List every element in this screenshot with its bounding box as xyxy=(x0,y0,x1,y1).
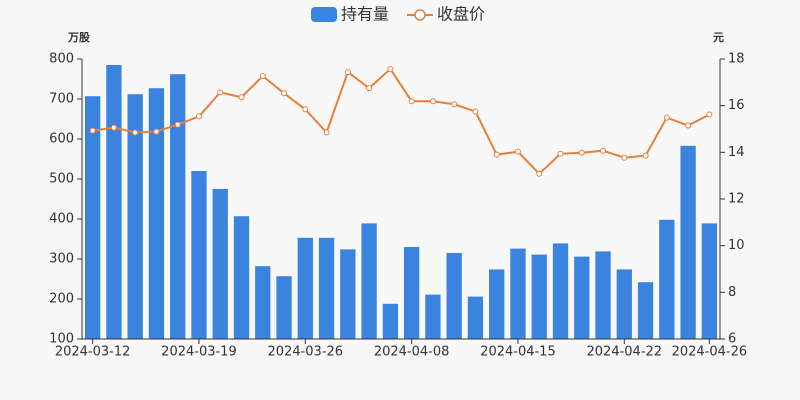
y-tick-label: 600 xyxy=(49,132,74,147)
y-tick-label: 500 xyxy=(49,172,74,187)
legend-label[interactable]: 收盘价 xyxy=(437,5,485,24)
bar xyxy=(659,219,675,339)
bar xyxy=(616,269,632,339)
point xyxy=(323,129,330,136)
bar xyxy=(510,248,526,339)
bar xyxy=(382,303,399,339)
x-tick-label: 2024-04-08 xyxy=(374,345,450,360)
point xyxy=(153,128,160,135)
bar xyxy=(170,74,186,339)
y2-tick-label: 12 xyxy=(728,192,745,207)
y-tick-label: 700 xyxy=(49,92,74,107)
point xyxy=(217,89,224,96)
point xyxy=(514,148,521,155)
bar xyxy=(403,247,420,339)
point xyxy=(557,150,564,157)
bar xyxy=(595,251,611,339)
bar xyxy=(489,269,505,339)
point xyxy=(387,66,394,73)
bar xyxy=(637,282,654,339)
point xyxy=(642,152,649,159)
legend-label[interactable]: 持有量 xyxy=(341,5,389,24)
bar xyxy=(233,216,250,339)
bar xyxy=(106,65,122,339)
bar xyxy=(446,253,462,339)
bar xyxy=(212,189,228,339)
y2-tick-label: 8 xyxy=(728,285,736,300)
bar xyxy=(255,266,271,339)
y2-tick-label: 6 xyxy=(728,332,736,347)
bar xyxy=(318,237,335,339)
point xyxy=(536,170,543,177)
bar xyxy=(531,254,547,339)
y-tick-label: 200 xyxy=(49,292,74,307)
point xyxy=(600,147,607,154)
legend-swatch[interactable] xyxy=(311,7,337,22)
x-tick-label: 2024-03-12 xyxy=(55,345,131,360)
x-tick-label: 2024-04-26 xyxy=(672,345,748,360)
bar xyxy=(276,276,292,339)
point xyxy=(281,90,288,97)
bar xyxy=(680,145,696,339)
point xyxy=(174,121,181,128)
point xyxy=(493,151,500,158)
point xyxy=(366,85,373,92)
point xyxy=(302,106,309,113)
y-tick-label: 800 xyxy=(49,52,74,67)
y-tick-label: 100 xyxy=(49,332,74,347)
point xyxy=(663,114,670,121)
point xyxy=(132,129,139,136)
point xyxy=(408,98,415,105)
x-tick-label: 2024-04-15 xyxy=(480,345,556,360)
y2-axis-label: 元 xyxy=(713,31,724,44)
bar xyxy=(701,223,718,339)
point xyxy=(195,113,202,120)
y2-tick-label: 16 xyxy=(728,98,745,113)
y2-tick-label: 10 xyxy=(728,238,745,253)
bar xyxy=(297,237,313,339)
point xyxy=(685,122,692,129)
bar xyxy=(340,249,356,339)
point xyxy=(706,111,713,118)
bar xyxy=(552,243,569,339)
x-tick-label: 2024-04-22 xyxy=(587,345,663,360)
bar xyxy=(361,223,377,339)
bar xyxy=(574,256,590,339)
y2-tick-label: 18 xyxy=(728,52,745,67)
legend-swatch[interactable] xyxy=(414,9,426,21)
point xyxy=(238,94,245,101)
y-axis-label: 万股 xyxy=(67,31,91,44)
x-tick-label: 2024-03-26 xyxy=(268,345,344,360)
bar xyxy=(148,88,165,339)
point xyxy=(451,101,458,108)
bar xyxy=(191,171,207,339)
point xyxy=(578,149,585,156)
line xyxy=(92,67,710,176)
point xyxy=(110,124,117,131)
x-tick-label: 2024-03-19 xyxy=(161,345,237,360)
y2-tick-label: 14 xyxy=(728,145,745,160)
point xyxy=(429,98,436,105)
point xyxy=(472,108,479,115)
y-tick-label: 300 xyxy=(49,252,74,267)
bar xyxy=(127,94,143,339)
point xyxy=(89,127,96,134)
point xyxy=(259,73,266,80)
bar xyxy=(467,296,484,339)
point xyxy=(344,69,351,76)
bar xyxy=(84,96,101,339)
point xyxy=(621,154,628,161)
y-tick-label: 400 xyxy=(49,212,74,227)
bar xyxy=(425,294,441,339)
